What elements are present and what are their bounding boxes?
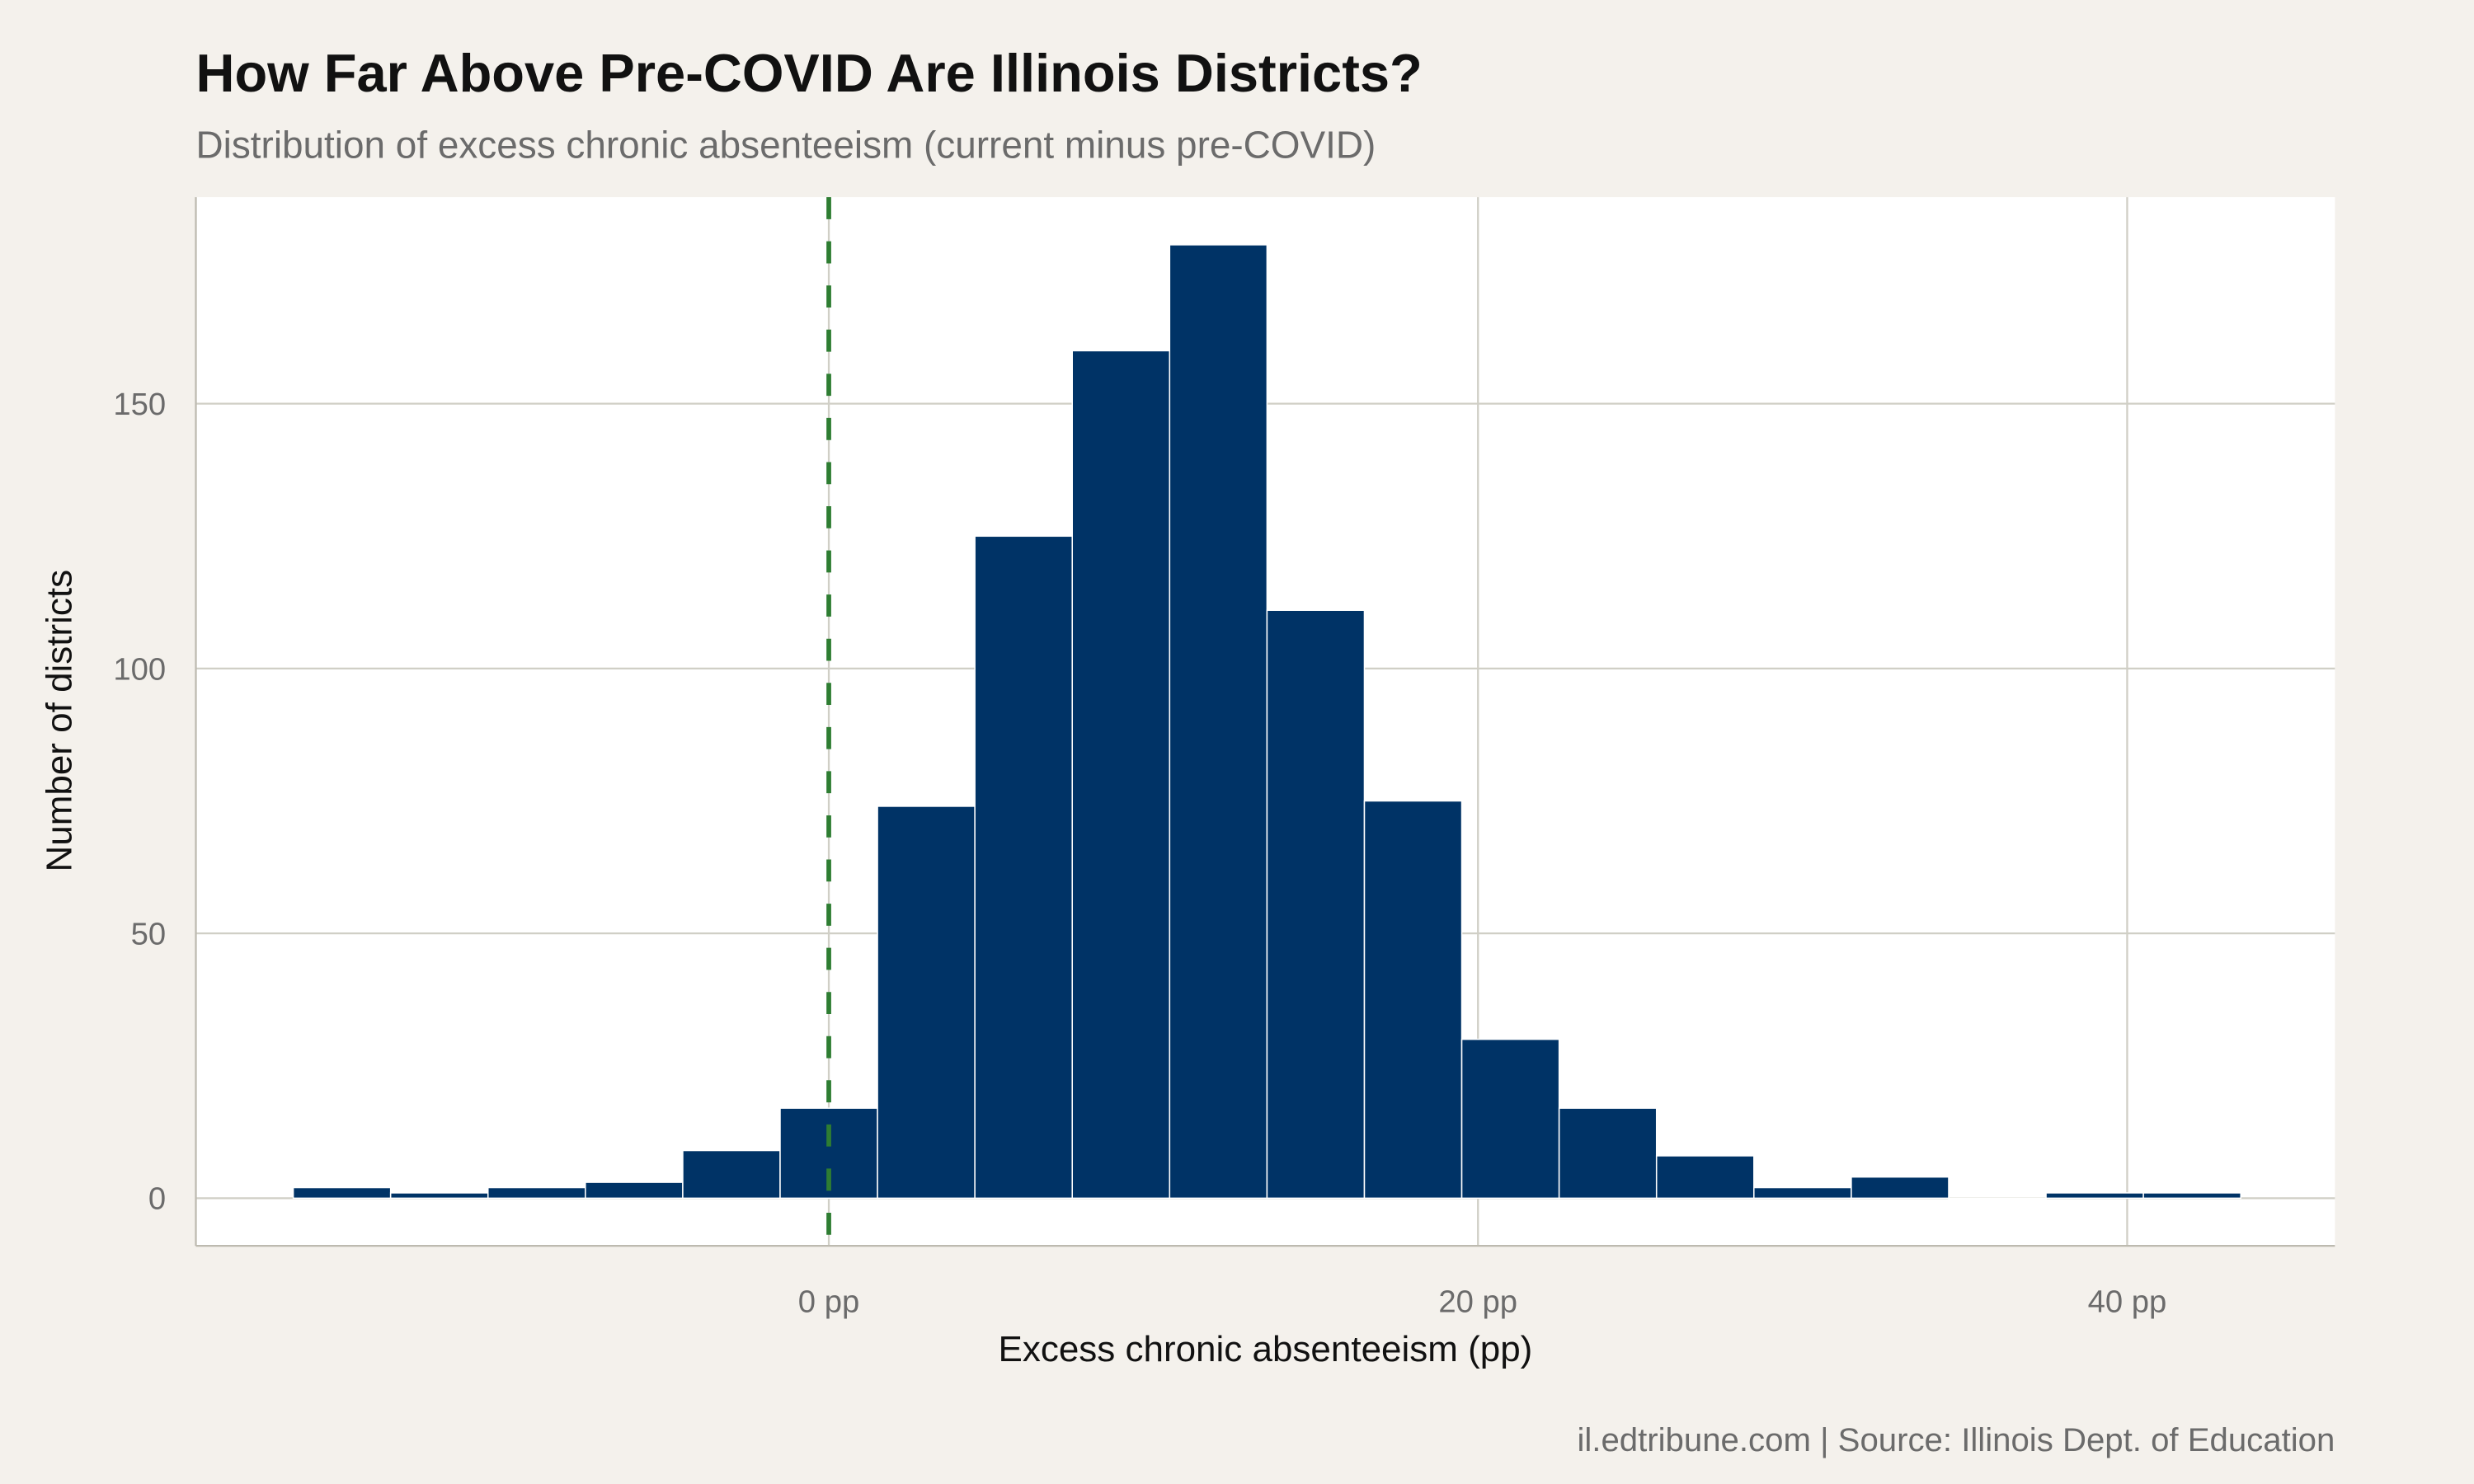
bars <box>292 244 2241 1200</box>
x-axis-title: Excess chronic absenteeism (pp) <box>999 1329 1533 1369</box>
x-tick-labels: 0 pp 20 pp 40 pp <box>798 1284 2166 1319</box>
histogram-bar <box>1363 800 1463 1200</box>
histogram-bar <box>877 805 976 1200</box>
histogram-bar <box>974 535 1074 1200</box>
y-axis-title: Number of districts <box>39 570 79 872</box>
y-tick-label: 50 <box>131 917 167 952</box>
x-tick-label: 0 pp <box>798 1284 859 1319</box>
y-tick-label: 100 <box>113 651 166 687</box>
histogram-bar <box>1169 244 1268 1200</box>
histogram-bar <box>1266 609 1366 1200</box>
chart-caption: il.edtribune.com | Source: Illinois Dept… <box>1577 1421 2335 1458</box>
histogram-bar <box>1948 1197 2047 1200</box>
histogram-bar <box>389 1192 489 1200</box>
histogram-bar <box>1460 1038 1560 1200</box>
histogram-bar <box>682 1149 781 1200</box>
histogram-bar <box>1655 1155 1755 1200</box>
x-tick-label: 20 pp <box>1438 1284 1517 1319</box>
histogram-bar <box>1071 350 1171 1200</box>
x-tick-label: 40 pp <box>2088 1284 2167 1319</box>
histogram-bar <box>2142 1192 2241 1200</box>
histogram-bar <box>2045 1192 2144 1200</box>
histogram-bar <box>1753 1186 1852 1200</box>
y-tick-labels: 0 50 100 150 <box>113 387 166 1217</box>
histogram-bar <box>585 1181 684 1200</box>
histogram-bar <box>1558 1107 1658 1200</box>
y-tick-label: 0 <box>148 1181 166 1217</box>
histogram-bar <box>292 1186 392 1200</box>
chart-subtitle: Distribution of excess chronic absenteei… <box>196 123 1376 166</box>
y-tick-label: 150 <box>113 387 166 422</box>
chart-title: How Far Above Pre-COVID Are Illinois Dis… <box>196 43 1423 103</box>
histogram-bar <box>487 1186 586 1200</box>
histogram-bar <box>1851 1176 1950 1200</box>
